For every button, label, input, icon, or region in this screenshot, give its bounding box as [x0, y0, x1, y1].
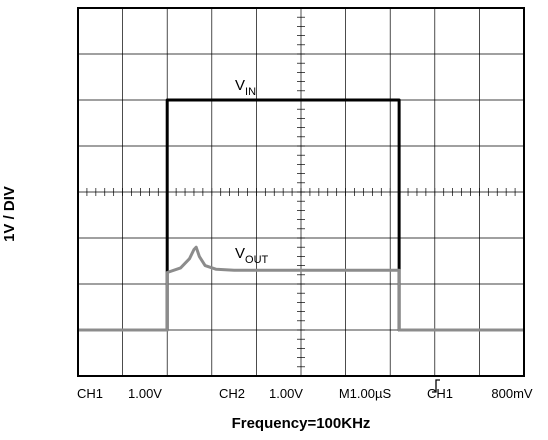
y-axis-label: 1V / DIV	[1, 186, 18, 242]
label-main: V	[235, 77, 245, 94]
status-text: 1.00V	[128, 386, 162, 401]
status-bar: CH1 1.00V CH2 1.00V M1.00µS CH1 800mV	[77, 386, 533, 401]
label-sub: OUT	[245, 254, 269, 266]
trigger-icon	[432, 379, 440, 393]
trace	[78, 245, 524, 332]
trace-label: VIN	[235, 77, 256, 98]
status-text: 1.00V	[269, 386, 303, 401]
x-axis-label: Frequency=100KHz	[232, 415, 371, 432]
status-text: 800mV	[491, 386, 533, 401]
status-text: CH2	[219, 386, 245, 401]
screen-border	[77, 7, 525, 377]
label-sub: IN	[245, 86, 256, 98]
trace-label: VOUT	[235, 245, 269, 266]
status-text: CH1	[427, 386, 453, 401]
status-text: M1.00µS	[339, 386, 392, 401]
grid	[77, 7, 525, 377]
label-main: V	[235, 245, 245, 262]
status-text: CH1	[77, 386, 103, 401]
